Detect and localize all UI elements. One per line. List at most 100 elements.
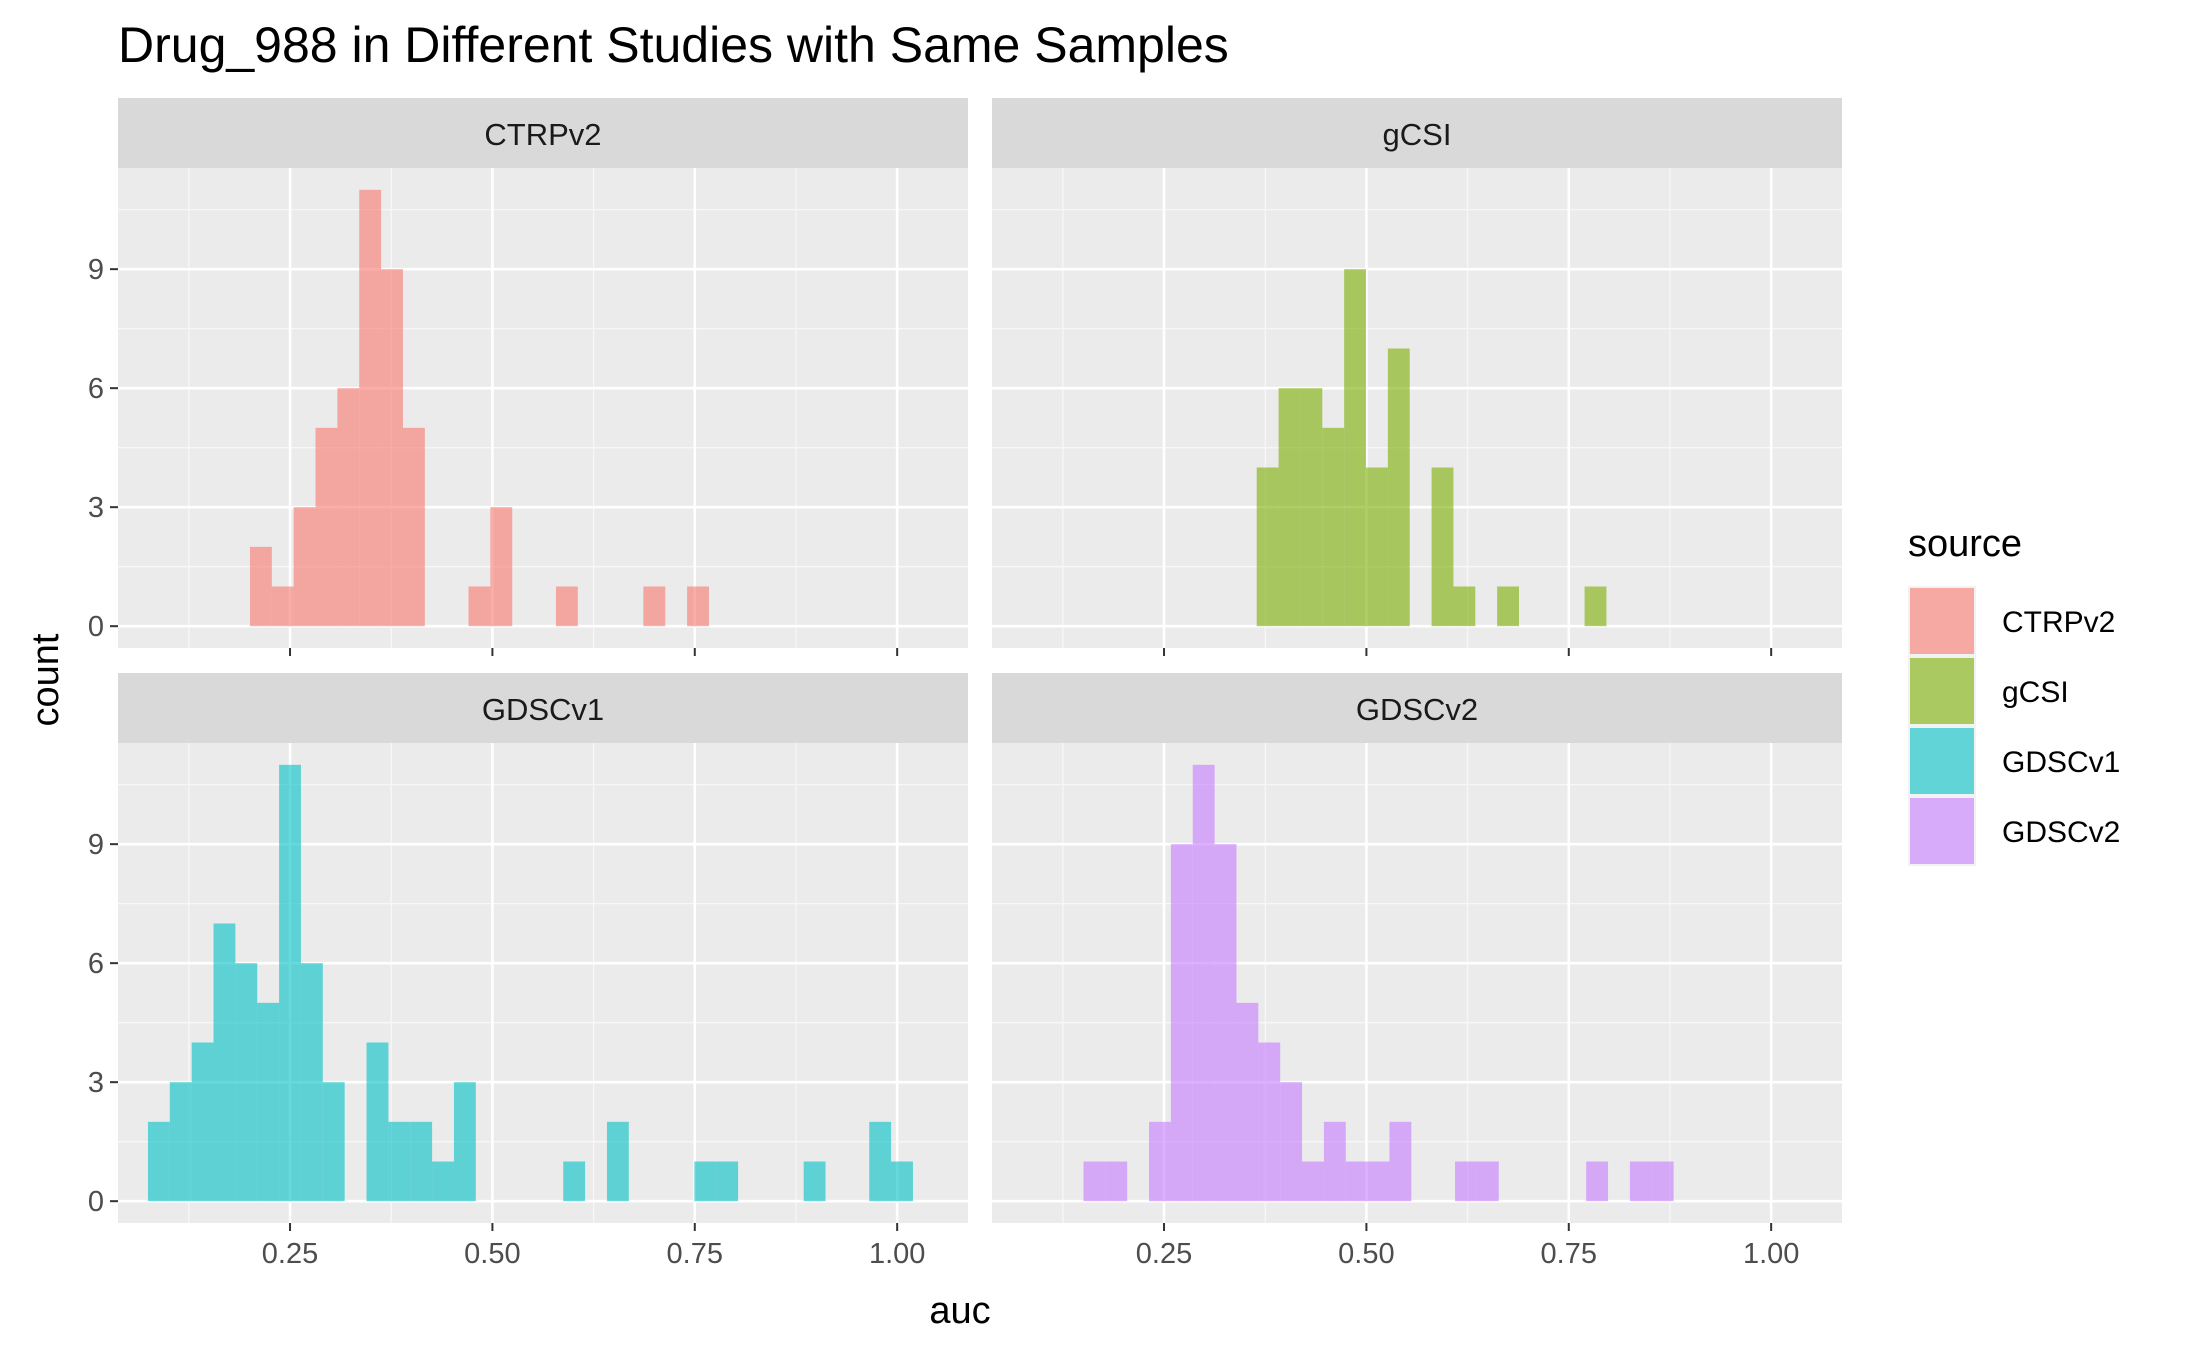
histogram-bar xyxy=(271,586,294,627)
facet-panels: CTRPv2 0 3 6 9 gCSI GDSCv1 0 3 6 9 0.25 0.50 0.75 1.00… xyxy=(88,98,1842,1270)
y-tick-label: 3 xyxy=(88,492,104,524)
panel-ctrpv2: CTRPv2 0 3 6 9 xyxy=(88,98,968,656)
histogram-bar xyxy=(555,586,578,627)
histogram-bar xyxy=(869,1121,892,1202)
facet-strip xyxy=(992,673,1842,743)
y-tick-label: 0 xyxy=(88,1186,104,1218)
histogram-bar xyxy=(402,427,425,627)
histogram-bar xyxy=(147,1121,170,1202)
panel-gdscv2: GDSCv2 0.25 0.50 0.75 1.00 xyxy=(992,673,1842,1270)
x-axis-title: auc xyxy=(929,1290,990,1332)
histogram-bar xyxy=(1170,844,1193,1202)
histogram-bar xyxy=(337,388,360,627)
histogram-bar xyxy=(1278,388,1301,627)
histogram-bar xyxy=(1105,1161,1128,1202)
y-tick-label: 0 xyxy=(88,611,104,643)
histogram-bar xyxy=(279,764,301,1202)
histogram-bar xyxy=(1256,467,1279,627)
y-axis-title: count xyxy=(25,633,67,726)
histogram-bar xyxy=(1586,1161,1609,1202)
panel-gcsi: gCSI xyxy=(992,98,1842,656)
histogram-bar xyxy=(1345,1161,1368,1202)
histogram-bar xyxy=(1389,1121,1412,1202)
legend-label: gCSI xyxy=(2002,676,2069,709)
legend-label: CTRPv2 xyxy=(2002,606,2115,639)
panel-background xyxy=(992,743,1842,1223)
histogram-bar xyxy=(1497,586,1519,627)
histogram-bar xyxy=(381,269,403,627)
y-tick-label: 3 xyxy=(88,1067,104,1099)
histogram-bar xyxy=(606,1121,629,1202)
legend-item-ctrpv2: CTRPv2 xyxy=(1908,586,2115,656)
facet-strip xyxy=(992,98,1842,168)
histogram-bar xyxy=(235,963,258,1202)
histogram-bar xyxy=(169,1082,192,1202)
histogram-bar xyxy=(1300,388,1323,627)
legend-title: source xyxy=(1908,523,2022,565)
legend-label: GDSCv2 xyxy=(2002,816,2120,849)
histogram-bar xyxy=(300,963,323,1202)
legend-item-gcsi: gCSI xyxy=(1908,656,2069,726)
histogram-bar xyxy=(1455,1161,1477,1202)
histogram-bar xyxy=(1344,269,1366,627)
panel-background xyxy=(992,168,1842,648)
histogram-bar xyxy=(1258,1042,1281,1202)
panel-background xyxy=(118,168,968,648)
histogram-bar xyxy=(468,586,491,627)
y-tick-label: 6 xyxy=(88,948,104,980)
histogram-bar xyxy=(687,586,709,627)
y-tick-label: 6 xyxy=(88,373,104,405)
x-tick-label: 0.50 xyxy=(464,1238,520,1270)
legend: source CTRPv2 gCSI GDSCv1 GDSCv2 xyxy=(1908,523,2120,866)
histogram-bar xyxy=(410,1121,433,1202)
histogram-bar xyxy=(803,1161,826,1202)
legend-key-swatch xyxy=(1910,798,1974,864)
histogram-bar xyxy=(1323,1121,1346,1202)
facet-strip-label: GDSCv1 xyxy=(482,692,604,727)
histogram-bar xyxy=(453,1082,476,1202)
histogram-bar xyxy=(191,1042,214,1202)
facet-strip-label: CTRPv2 xyxy=(484,117,601,152)
histogram-bar xyxy=(249,546,272,627)
histogram-bar xyxy=(1083,1161,1106,1202)
histogram-bar xyxy=(891,1161,913,1202)
histogram-bar xyxy=(694,1161,717,1202)
legend-key-swatch xyxy=(1910,728,1974,794)
histogram-bar xyxy=(388,1121,411,1202)
histogram-bar xyxy=(1366,467,1388,627)
histogram-bar xyxy=(315,427,338,627)
legend-key-swatch xyxy=(1910,588,1974,654)
histogram-bar xyxy=(1431,467,1454,627)
facet-strip-label: gCSI xyxy=(1383,117,1452,152)
legend-item-gdscv2: GDSCv2 xyxy=(1908,796,2120,866)
histogram-bar xyxy=(1651,1161,1674,1202)
histogram-bar xyxy=(1453,586,1476,627)
histogram-bar xyxy=(1236,1002,1259,1202)
facet-strip-label: GDSCv2 xyxy=(1356,692,1478,727)
legend-item-gdscv1: GDSCv1 xyxy=(1908,726,2120,796)
histogram-bar xyxy=(1302,1161,1324,1202)
histogram-bar xyxy=(1214,844,1237,1202)
x-tick-label: 0.75 xyxy=(1541,1238,1597,1270)
facet-strip xyxy=(118,673,968,743)
histogram-bar xyxy=(716,1161,739,1202)
legend-key-swatch xyxy=(1910,658,1974,724)
histogram-bar xyxy=(1476,1161,1499,1202)
histogram-bar xyxy=(432,1161,454,1202)
x-tick-label: 0.75 xyxy=(667,1238,723,1270)
panel-gdscv1: GDSCv1 0 3 6 9 0.25 0.50 0.75 1.00 xyxy=(88,673,968,1270)
legend-label: GDSCv1 xyxy=(2002,746,2120,779)
histogram-bar xyxy=(1387,348,1410,627)
x-tick-label: 0.25 xyxy=(1136,1238,1192,1270)
histogram-bar xyxy=(1280,1082,1303,1202)
histogram-bar xyxy=(257,1002,280,1202)
histogram-bar xyxy=(359,189,382,627)
x-tick-label: 1.00 xyxy=(1743,1238,1799,1270)
histogram-bar xyxy=(1584,586,1607,627)
histogram-bar xyxy=(322,1082,345,1202)
y-tick-label: 9 xyxy=(88,829,104,861)
histogram-bar xyxy=(490,507,513,627)
histogram-bar xyxy=(563,1161,586,1202)
histogram-bar xyxy=(643,586,666,627)
